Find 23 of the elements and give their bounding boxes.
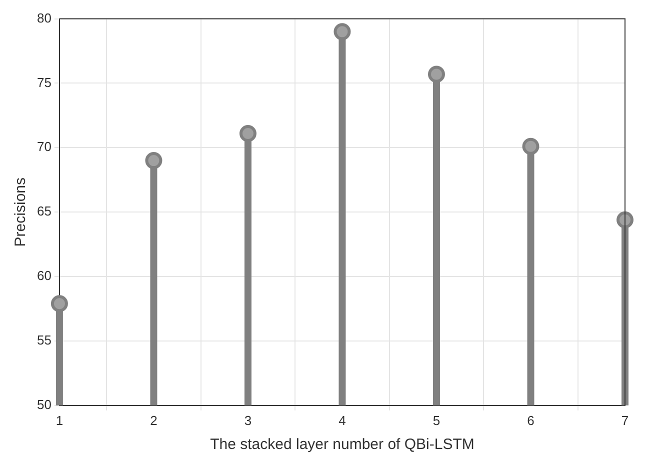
y-tick-label: 60	[36, 268, 52, 284]
point	[334, 23, 351, 40]
y-tick-label: 65	[36, 204, 52, 219]
point	[145, 152, 162, 170]
x-tick-label: 3	[244, 412, 252, 428]
y-axis-title: Precisions	[12, 178, 30, 247]
y-tick-label: 75	[36, 74, 52, 90]
x-tick-label: 1	[56, 412, 64, 428]
point	[239, 124, 256, 142]
y-tick-label: 70	[36, 139, 52, 154]
x-tick-label: 7	[621, 412, 629, 428]
point	[428, 66, 445, 83]
x-tick-label: 6	[527, 412, 534, 428]
point	[522, 138, 540, 155]
y-tick-label: 55	[36, 332, 52, 348]
x-tick-label: 4	[338, 412, 346, 428]
x-axis-title: The stacked layer number of QBi-LSTM	[210, 436, 474, 454]
y-tick-label: 50	[36, 396, 52, 412]
x-tick-label: 5	[432, 412, 440, 428]
point	[616, 211, 634, 228]
point	[50, 295, 68, 312]
y-tick-label: 80	[36, 10, 52, 26]
x-tick-label: 2	[150, 412, 158, 428]
